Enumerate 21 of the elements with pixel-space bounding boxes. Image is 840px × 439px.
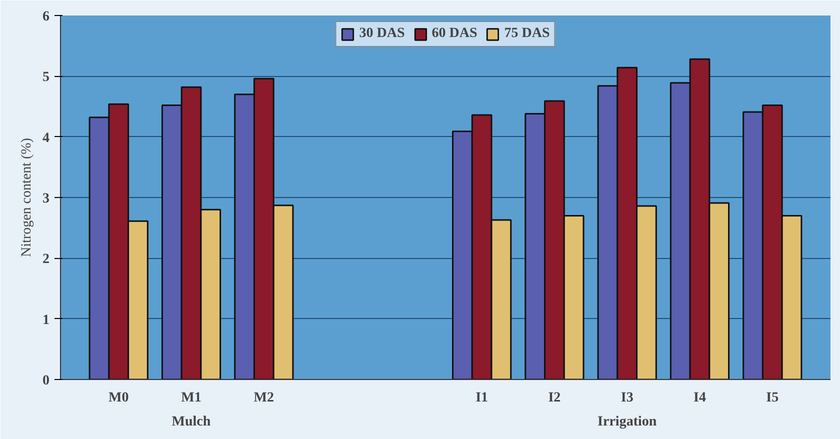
x-tick-label: I3: [620, 390, 634, 406]
y-axis-title: Nitrogen content (%): [20, 138, 34, 257]
y-tick-label: 4: [42, 130, 50, 146]
legend-label: 75 DAS: [504, 26, 550, 42]
y-tick-label: 5: [42, 70, 50, 86]
y-tick-label: 3: [42, 192, 50, 206]
x-tick-label: I1: [476, 390, 488, 406]
legend-label: 30 DAS: [359, 26, 405, 42]
x-tick-label: M2: [254, 390, 274, 406]
y-tick-label: 2: [42, 252, 50, 268]
text: Irrigation: [598, 414, 657, 430]
x-tick-label: I2: [548, 390, 561, 406]
x-tick-label: M1: [181, 390, 202, 406]
x-tick-label: I4: [694, 390, 706, 406]
y-tick-label: 1: [42, 312, 50, 328]
y-tick-label: 0: [42, 374, 50, 388]
text: Mulch: [172, 414, 211, 430]
x-tick-label: I5: [766, 390, 779, 406]
legend-label: 60 DAS: [432, 26, 478, 42]
y-tick-label: 6: [42, 10, 50, 24]
x-tick-label: M0: [108, 390, 129, 406]
